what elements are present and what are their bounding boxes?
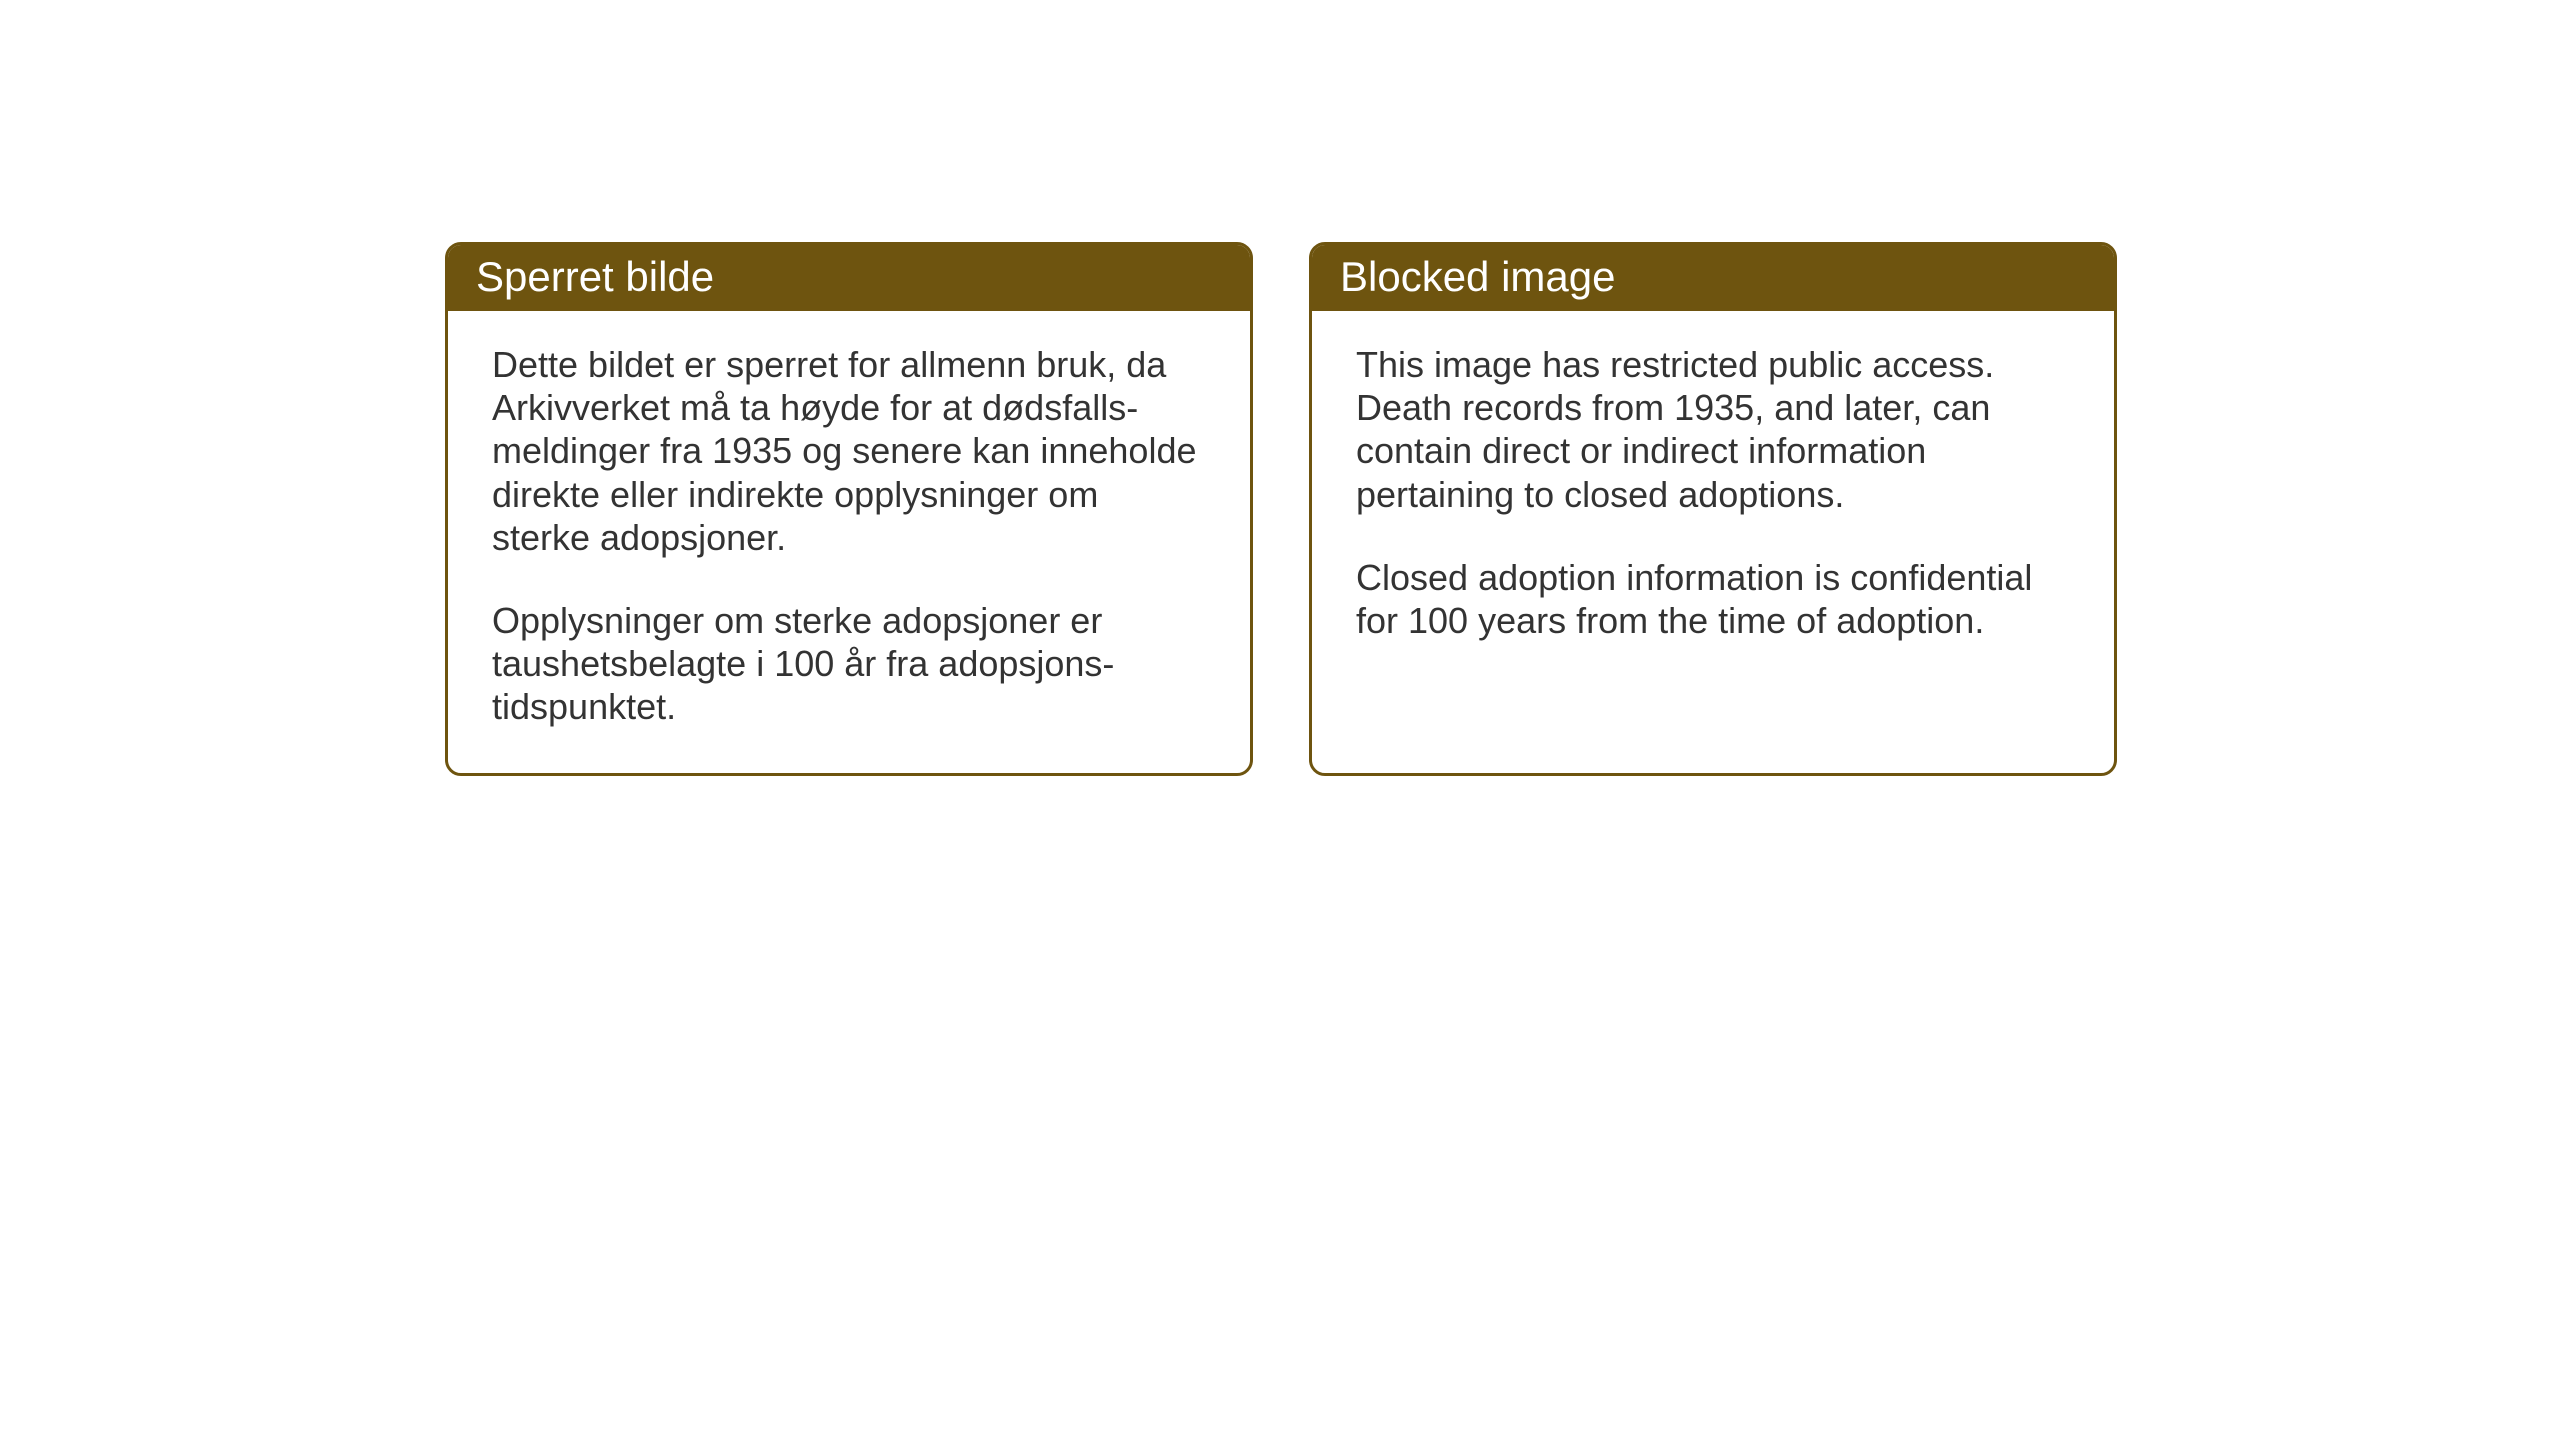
card-title-english: Blocked image — [1340, 253, 1615, 300]
cards-container: Sperret bilde Dette bildet er sperret fo… — [445, 242, 2117, 776]
card-paragraph-1-english: This image has restricted public access.… — [1356, 343, 2070, 516]
card-english: Blocked image This image has restricted … — [1309, 242, 2117, 776]
card-header-english: Blocked image — [1312, 245, 2114, 311]
card-title-norwegian: Sperret bilde — [476, 253, 714, 300]
card-paragraph-2-english: Closed adoption information is confident… — [1356, 556, 2070, 642]
card-paragraph-2-norwegian: Opplysninger om sterke adopsjoner er tau… — [492, 599, 1206, 729]
card-body-english: This image has restricted public access.… — [1312, 311, 2114, 770]
card-norwegian: Sperret bilde Dette bildet er sperret fo… — [445, 242, 1253, 776]
card-header-norwegian: Sperret bilde — [448, 245, 1250, 311]
card-body-norwegian: Dette bildet er sperret for allmenn bruk… — [448, 311, 1250, 773]
card-paragraph-1-norwegian: Dette bildet er sperret for allmenn bruk… — [492, 343, 1206, 559]
